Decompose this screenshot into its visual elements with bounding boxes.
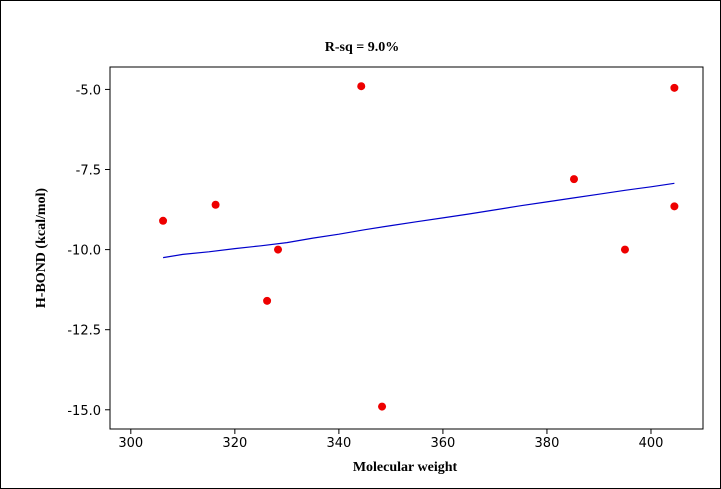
y-tick-label: -10.0 — [67, 244, 101, 259]
data-point — [620, 245, 629, 254]
y-axis-label: H-BOND (kcal/mol) — [34, 188, 49, 308]
x-tick-label: 300 — [118, 436, 143, 451]
x-tick-label: 380 — [535, 436, 560, 451]
plot-area — [109, 66, 704, 430]
data-point — [569, 175, 578, 184]
data-point — [670, 202, 679, 211]
data-point — [378, 402, 387, 411]
x-tick-label: 340 — [326, 436, 351, 451]
fit-line-layer — [163, 182, 675, 259]
x-tick-label: 320 — [222, 436, 247, 451]
y-tick-label: -7.5 — [76, 164, 101, 179]
y-axis: -5.0 -7.5 -10.0 -12.5 -15.0 — [67, 83, 110, 419]
x-axis-label: Molecular weight — [353, 460, 458, 475]
data-point — [263, 296, 272, 305]
fit-line — [163, 182, 675, 259]
data-point — [211, 200, 220, 209]
x-tick-label: 360 — [430, 436, 455, 451]
data-point — [357, 82, 366, 91]
x-tick-label: 400 — [639, 436, 664, 451]
data-point — [670, 83, 679, 92]
data-point — [159, 216, 168, 225]
data-points-layer — [159, 82, 679, 411]
x-axis: 300 320 340 360 380 400 — [118, 429, 663, 451]
chart-title: R-sq = 9.0% — [325, 40, 399, 55]
data-point — [274, 245, 283, 254]
y-tick-label: -5.0 — [76, 83, 101, 98]
y-tick-label: -15.0 — [67, 404, 101, 419]
y-tick-label: -12.5 — [67, 324, 101, 339]
